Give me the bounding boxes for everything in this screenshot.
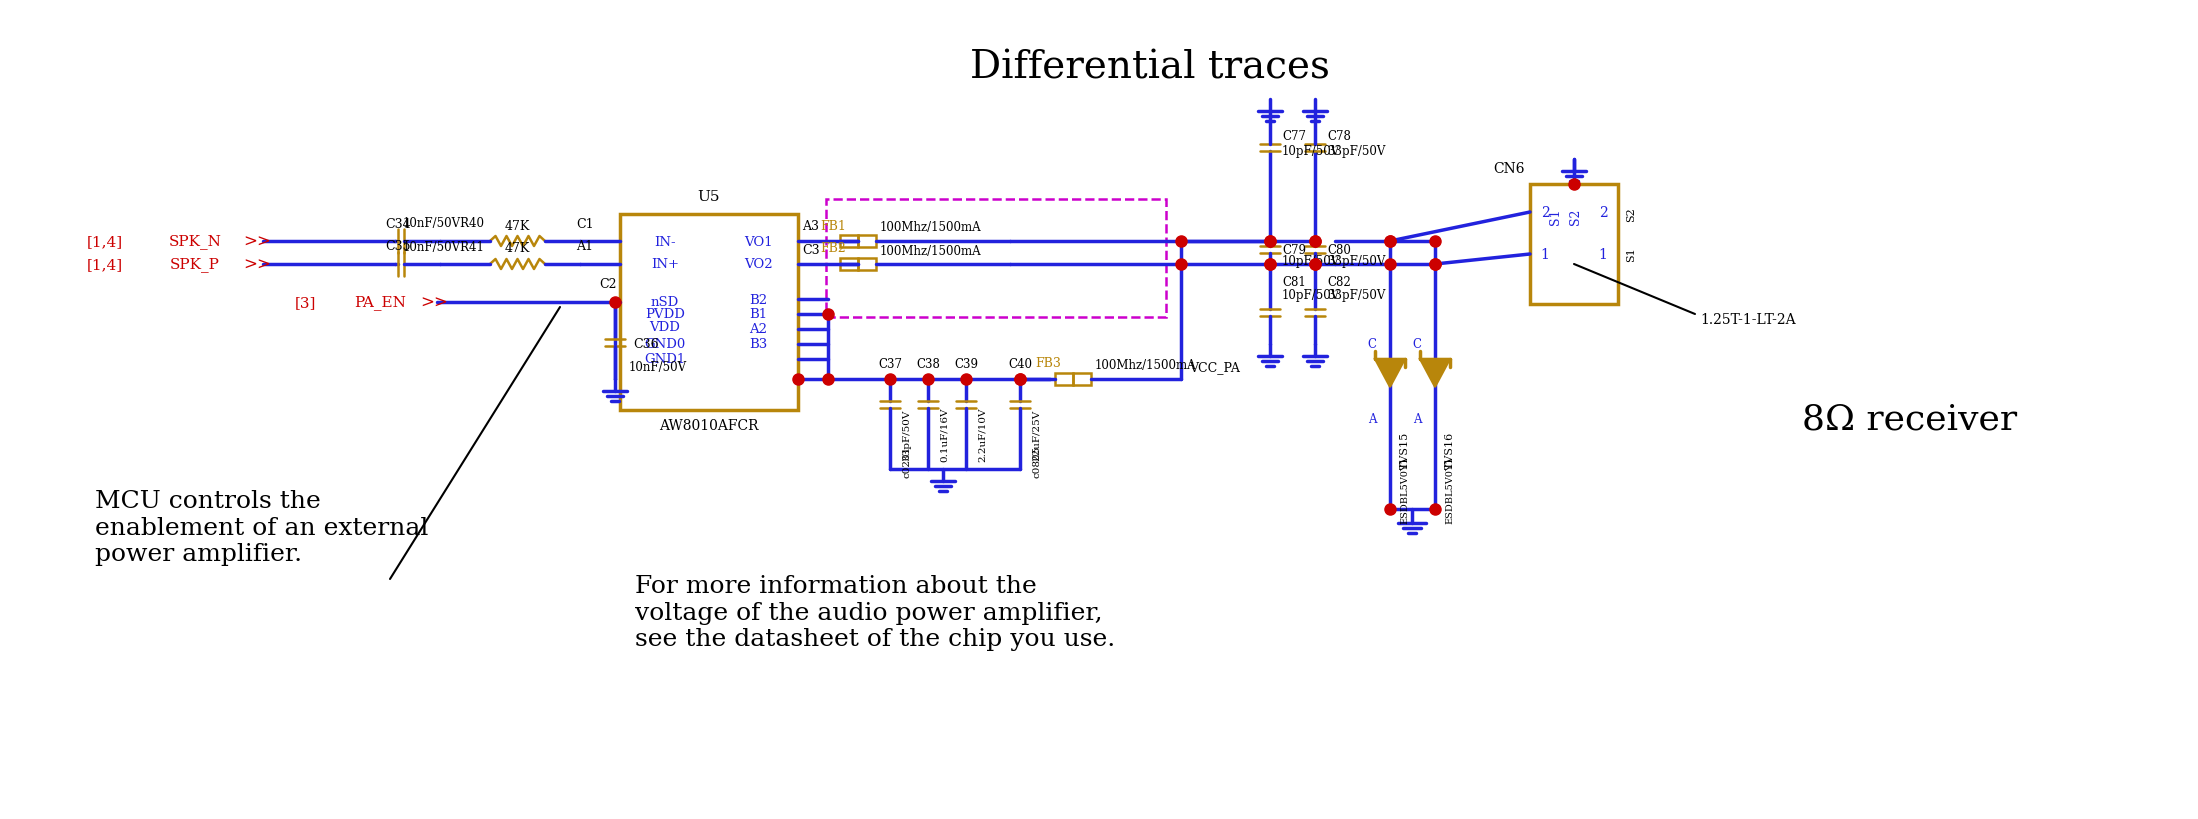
Text: VDD: VDD: [651, 321, 681, 334]
Bar: [826, 200, 1165, 318]
Text: For more information about the
voltage of the audio power amplifier,
see the dat: For more information about the voltage o…: [635, 574, 1114, 650]
Text: B2: B2: [750, 293, 767, 306]
Text: SPK_N: SPK_N: [169, 234, 222, 249]
Bar: [857, 236, 877, 247]
Text: [1,4]: [1,4]: [88, 258, 123, 272]
Text: C: C: [1367, 338, 1376, 351]
Text: C82: C82: [1328, 276, 1352, 289]
Text: Differential traces: Differential traces: [969, 49, 1330, 86]
Text: VO1: VO1: [743, 235, 771, 248]
Text: 10nF/50VR40: 10nF/50VR40: [402, 217, 486, 230]
Text: IN+: IN+: [651, 258, 679, 271]
Text: 1: 1: [1541, 247, 1550, 262]
Text: PVDD: PVDD: [644, 308, 686, 321]
Text: C40: C40: [1009, 358, 1033, 371]
Text: C39: C39: [954, 358, 978, 371]
Text: C38: C38: [917, 358, 941, 371]
Text: A2: A2: [750, 324, 767, 336]
Text: FB2: FB2: [820, 242, 846, 256]
Text: 47K: 47K: [503, 242, 530, 256]
Text: C35: C35: [385, 240, 411, 253]
Text: IN-: IN-: [655, 235, 675, 248]
Text: C80: C80: [1328, 243, 1352, 256]
Text: GND0: GND0: [644, 338, 686, 351]
Text: nSD: nSD: [651, 296, 679, 309]
Text: [1,4]: [1,4]: [88, 235, 123, 249]
Bar: [840, 236, 857, 247]
Text: 10nF/50V: 10nF/50V: [629, 361, 688, 374]
Text: 2: 2: [1541, 206, 1550, 219]
Text: FB1: FB1: [820, 219, 846, 233]
Text: ESDBL5V0Y1: ESDBL5V0Y1: [1400, 455, 1409, 523]
Text: CN6: CN6: [1492, 162, 1525, 176]
Text: U5: U5: [697, 190, 721, 204]
Text: 1: 1: [1598, 247, 1607, 262]
Text: 10pF/50V: 10pF/50V: [1281, 256, 1341, 268]
Text: B1: B1: [750, 308, 767, 321]
Text: >>: >>: [244, 233, 270, 250]
Polygon shape: [1420, 360, 1451, 387]
Text: C34: C34: [385, 217, 411, 230]
Text: 100Mhz/1500mA: 100Mhz/1500mA: [879, 221, 983, 234]
Text: >>: >>: [244, 256, 270, 274]
Text: 10pF/50V: 10pF/50V: [1281, 145, 1341, 158]
Text: SPK_P: SPK_P: [169, 257, 220, 272]
Text: PA_EN: PA_EN: [354, 295, 407, 310]
Text: ESDBL5V0Y1: ESDBL5V0Y1: [1444, 455, 1455, 523]
Text: C77: C77: [1281, 130, 1306, 143]
Text: TVS15: TVS15: [1400, 431, 1409, 468]
Text: 33pF/50V: 33pF/50V: [1328, 256, 1385, 268]
Text: 10pF/50V: 10pF/50V: [1281, 288, 1341, 301]
Text: C3: C3: [802, 243, 820, 256]
Text: 33pF/50V: 33pF/50V: [901, 409, 910, 460]
Text: 100Mhz/1500mA: 100Mhz/1500mA: [879, 244, 983, 257]
Bar: [620, 215, 798, 410]
Text: C81: C81: [1281, 276, 1306, 289]
Text: B3: B3: [750, 338, 767, 351]
Text: 1.25T-1-LT-2A: 1.25T-1-LT-2A: [1699, 313, 1796, 327]
Text: VCC_PA: VCC_PA: [1189, 361, 1240, 374]
Text: [3]: [3]: [295, 296, 317, 310]
Text: >>: >>: [420, 294, 448, 311]
Text: 10nF/50VR41: 10nF/50VR41: [402, 240, 486, 253]
Text: c0805: c0805: [1033, 446, 1042, 477]
Bar: [840, 259, 857, 270]
Bar: [1073, 373, 1090, 386]
Text: A3: A3: [802, 220, 820, 233]
Text: TVS16: TVS16: [1444, 431, 1455, 468]
Text: A: A: [1367, 413, 1376, 426]
Bar: [1530, 185, 1618, 305]
Text: S1: S1: [1550, 209, 1561, 225]
Text: MCU controls the
enablement of an external
power amplifier.: MCU controls the enablement of an extern…: [95, 490, 429, 565]
Text: 8Ω receiver: 8Ω receiver: [1802, 402, 2018, 437]
Text: S2: S2: [1569, 209, 1583, 225]
Text: C2: C2: [600, 278, 618, 291]
Polygon shape: [1376, 360, 1405, 387]
Text: 0.1uF/16V: 0.1uF/16V: [941, 407, 950, 462]
Text: A: A: [1413, 413, 1422, 426]
Text: S2: S2: [1627, 207, 1635, 222]
Text: A1: A1: [576, 240, 593, 253]
Bar: [1055, 373, 1073, 386]
Text: 33pF/50V: 33pF/50V: [1328, 288, 1385, 301]
Text: C79: C79: [1281, 243, 1306, 256]
Text: 100Mhz/1500mA: 100Mhz/1500mA: [1095, 359, 1196, 372]
Text: C78: C78: [1328, 130, 1352, 143]
Text: GND1: GND1: [644, 353, 686, 366]
Text: C: C: [1413, 338, 1422, 351]
Text: C1: C1: [576, 217, 593, 230]
Text: FB3: FB3: [1035, 357, 1062, 370]
Text: S1: S1: [1627, 247, 1635, 262]
Text: AW8010AFCR: AW8010AFCR: [659, 419, 758, 432]
Text: c0201: c0201: [901, 446, 910, 477]
Text: 33pF/50V: 33pF/50V: [1328, 145, 1385, 158]
Text: 2: 2: [1598, 206, 1607, 219]
Text: 47K: 47K: [503, 219, 530, 233]
Text: VO2: VO2: [743, 258, 771, 271]
Text: 2.2uF/10V: 2.2uF/10V: [978, 407, 987, 462]
Text: 22uF/25V: 22uF/25V: [1033, 409, 1042, 460]
Bar: [857, 259, 877, 270]
Text: C37: C37: [877, 358, 901, 371]
Text: C36: C36: [633, 338, 659, 351]
